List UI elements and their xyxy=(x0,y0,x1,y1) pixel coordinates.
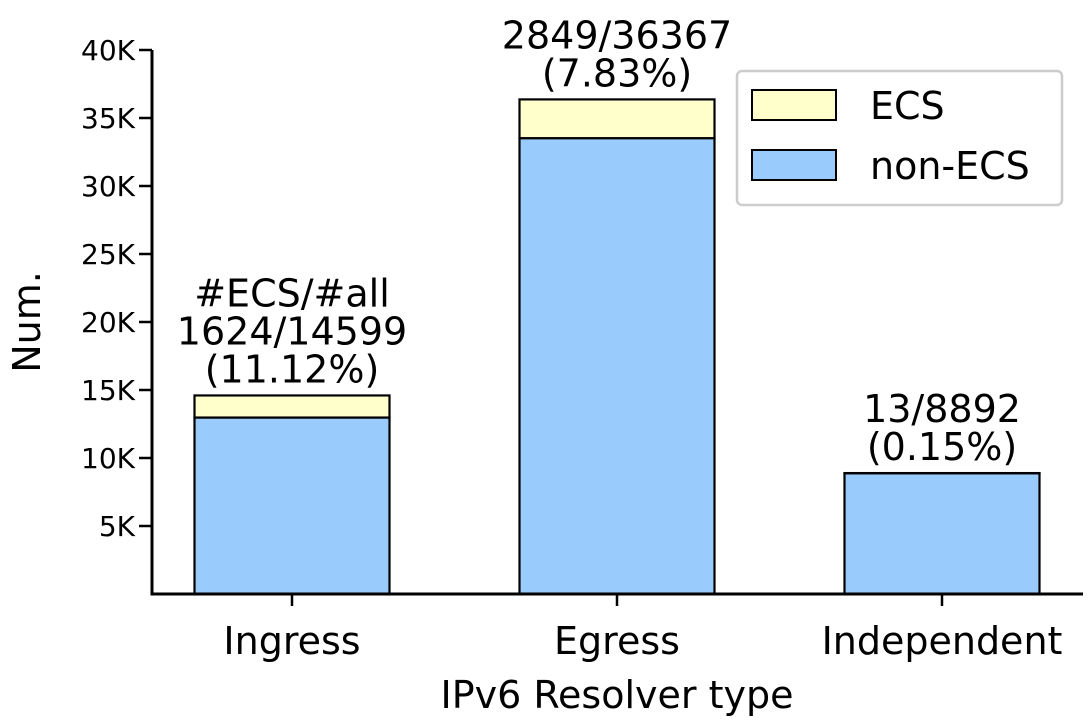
bar-annotation: (11.12%) xyxy=(205,347,380,391)
legend: ECS non-ECS xyxy=(735,69,1064,207)
x-axis-title: IPv6 Resolver type xyxy=(440,673,793,717)
y-tick-label: 25K xyxy=(81,238,136,271)
y-tick-label: 20K xyxy=(81,306,136,339)
x-tick-label: Independent xyxy=(822,619,1063,663)
y-ticks: 5K 10K 15K 20K 25K 30K 35K 40K xyxy=(81,34,152,543)
bar-non-ecs-egress xyxy=(518,137,716,596)
y-tick-label: 10K xyxy=(81,442,136,475)
legend-label-non-ecs: non-ECS xyxy=(870,144,1030,188)
y-tick-label: 5K xyxy=(99,510,136,543)
x-ticks: Ingress Egress Independent xyxy=(223,594,1062,663)
legend-label-ecs: ECS xyxy=(870,84,945,128)
x-tick-label: Ingress xyxy=(223,619,360,663)
x-tick-label: Egress xyxy=(554,619,680,663)
y-axis-title: Num. xyxy=(5,271,49,373)
bar-annotation: (0.15%) xyxy=(867,425,1017,469)
bar-annotation: 1624/14599 xyxy=(177,309,407,353)
y-tick-label: 35K xyxy=(81,102,136,135)
y-tick-label: 30K xyxy=(81,170,136,203)
legend-swatch-non-ecs xyxy=(751,149,837,181)
bar-annotation: 13/8892 xyxy=(863,387,1021,431)
bar-ecs-egress xyxy=(518,98,716,140)
bar-annotation: 2849/36367 xyxy=(502,13,732,57)
legend-swatch-ecs xyxy=(751,89,837,121)
bar-non-ecs-independent xyxy=(843,472,1041,596)
bars-layer xyxy=(193,98,1041,596)
bar-annotation: #ECS/#all xyxy=(194,271,390,315)
y-tick-label: 40K xyxy=(81,34,136,67)
bar-non-ecs-ingress xyxy=(193,416,391,596)
bar-ecs-ingress xyxy=(193,394,391,419)
bar-annotation: (7.83%) xyxy=(542,51,692,95)
y-tick-label: 15K xyxy=(81,374,136,407)
